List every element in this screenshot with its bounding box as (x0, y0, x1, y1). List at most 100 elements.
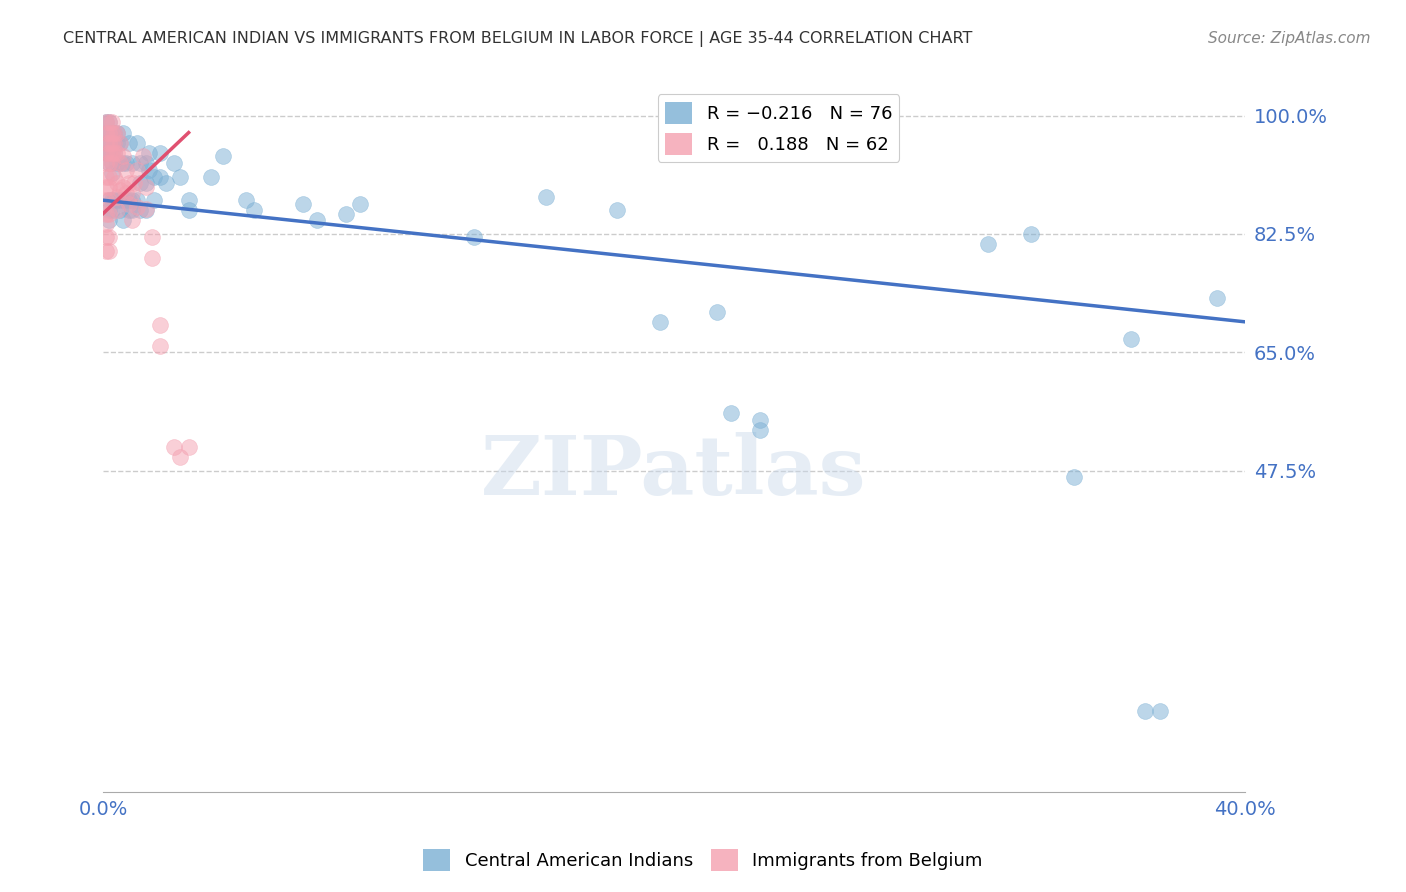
Point (105, 193, 128, 207)
Point (720, 406, 742, 420)
Point (100, 156, 122, 170)
Point (132, 149, 155, 163)
Point (97, 193, 120, 207)
Point (114, 193, 136, 207)
Point (243, 203, 266, 218)
Point (97, 169, 120, 184)
Point (97, 156, 120, 170)
Point (100, 126, 122, 140)
Point (121, 186, 143, 201)
Point (121, 203, 143, 218)
Text: CENTRAL AMERICAN INDIAN VS IMMIGRANTS FROM BELGIUM IN LABOR FORCE | AGE 35-44 CO: CENTRAL AMERICAN INDIAN VS IMMIGRANTS FR… (63, 31, 973, 47)
Point (108, 136, 131, 150)
Point (103, 193, 125, 207)
Point (97, 244, 120, 258)
Point (108, 136, 131, 150)
Point (200, 169, 222, 184)
Point (94, 169, 117, 184)
Point (97, 230, 120, 244)
Point (97, 145, 120, 160)
Point (169, 169, 191, 184)
Point (648, 315, 671, 329)
Point (127, 193, 149, 207)
Point (135, 176, 157, 190)
Point (135, 156, 157, 170)
Point (103, 145, 125, 160)
Point (100, 145, 122, 160)
Point (118, 203, 141, 218)
Point (748, 423, 770, 437)
Point (335, 207, 357, 221)
Point (149, 145, 172, 160)
Point (94, 193, 117, 207)
Point (94, 230, 117, 244)
Point (97, 126, 120, 140)
Point (97, 136, 120, 150)
Point (118, 193, 141, 207)
Point (105, 126, 128, 140)
Point (100, 166, 122, 180)
Legend: R = −0.216   N = 76, R =   0.188   N = 62: R = −0.216 N = 76, R = 0.188 N = 62 (658, 95, 900, 162)
Text: ZIPatlas: ZIPatlas (481, 433, 868, 512)
Point (105, 126, 128, 140)
Point (748, 413, 770, 427)
Point (1135, 704, 1157, 718)
Point (118, 136, 141, 150)
Point (111, 156, 134, 170)
Point (97, 213, 120, 227)
Point (97, 179, 120, 194)
Point (143, 169, 166, 184)
Point (1019, 227, 1042, 241)
Point (94, 145, 117, 160)
Point (94, 244, 117, 258)
Point (534, 190, 557, 204)
Point (138, 162, 160, 177)
Point (94, 145, 117, 160)
Point (118, 196, 141, 211)
Point (135, 202, 157, 216)
Point (103, 169, 125, 184)
Point (606, 203, 628, 218)
Point (127, 162, 149, 177)
Point (97, 126, 120, 140)
Point (127, 200, 149, 214)
Point (105, 203, 128, 218)
Point (100, 126, 122, 140)
Point (121, 193, 143, 207)
Point (97, 145, 120, 160)
Point (94, 156, 117, 170)
Point (121, 156, 143, 170)
Point (1149, 704, 1171, 718)
Point (94, 115, 117, 129)
Point (706, 304, 728, 318)
Point (977, 237, 1000, 252)
Point (141, 230, 163, 244)
Point (97, 115, 120, 129)
Point (463, 230, 485, 244)
Point (129, 156, 152, 170)
Point (108, 156, 131, 170)
Point (100, 203, 122, 218)
Point (100, 156, 122, 170)
Point (212, 149, 235, 163)
Point (114, 186, 136, 201)
Point (114, 156, 136, 170)
Point (121, 213, 143, 227)
Point (177, 193, 200, 207)
Point (114, 162, 136, 177)
Point (94, 207, 117, 221)
Point (103, 136, 125, 150)
Point (108, 193, 131, 207)
Point (94, 217, 117, 231)
Point (349, 196, 371, 211)
Point (163, 156, 186, 170)
Point (1121, 332, 1143, 346)
Point (103, 126, 125, 140)
Point (143, 193, 166, 207)
Text: Source: ZipAtlas.com: Source: ZipAtlas.com (1208, 31, 1371, 46)
Point (291, 196, 314, 211)
Point (105, 176, 128, 190)
Point (97, 136, 120, 150)
Point (177, 203, 200, 218)
Point (100, 115, 122, 129)
